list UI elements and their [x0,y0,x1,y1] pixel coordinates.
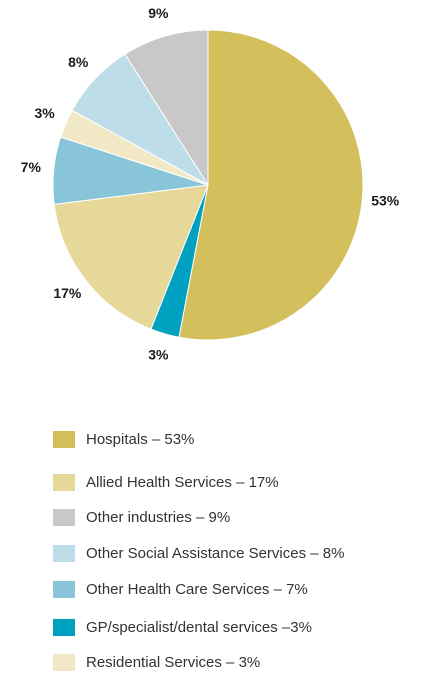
legend-label: GP/specialist/dental services –3% [86,619,312,636]
pie-slice [124,29,209,187]
legend-swatch [53,545,75,562]
legend-label: Other Health Care Services – 7% [86,581,308,598]
legend-swatch [53,474,75,491]
legend-label: Residential Services – 3% [86,654,260,671]
pie-slice [178,29,364,341]
legend-swatch [53,431,75,448]
legend-label: Other industries – 9% [86,509,230,526]
data-label: 3% [148,347,169,363]
legend-swatch [53,581,75,598]
data-label: 7% [21,159,42,175]
data-label: 8% [68,54,89,70]
legend-label: Hospitals – 53% [86,431,194,448]
legend-swatch [53,509,75,526]
legend-swatch [53,619,75,636]
data-label: 17% [53,285,82,301]
legend-label: Allied Health Services – 17% [86,474,279,491]
data-label: 3% [35,105,56,121]
data-label: 9% [148,5,169,21]
pie-slice [53,184,209,330]
legend-swatch [53,654,75,671]
legend-label: Other Social Assistance Services – 8% [86,545,344,562]
data-label: 53% [371,192,400,208]
